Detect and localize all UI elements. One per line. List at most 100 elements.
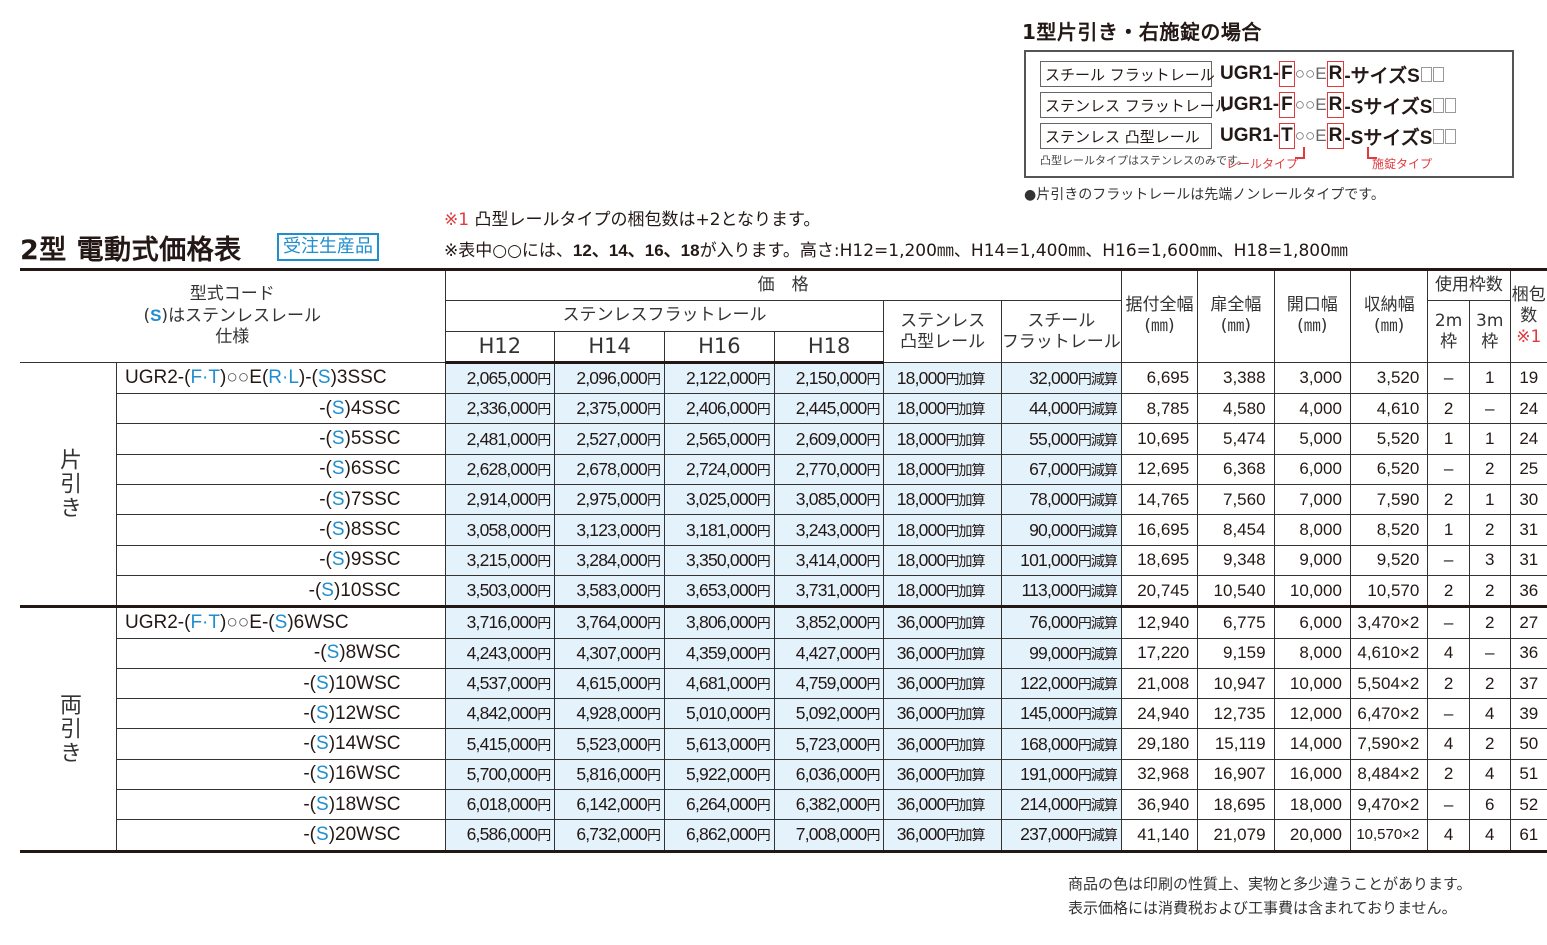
price-value: 5,700,000 — [466, 763, 538, 784]
price-value: 18,000 — [896, 519, 947, 540]
example-code: UGR1- F ○○E R -SサイズS — [1220, 92, 1457, 119]
yen-unit: 円 — [866, 462, 880, 479]
header-text: フラットレール — [1001, 331, 1121, 352]
install-width: 24,940 — [1120, 698, 1199, 730]
storage-width: 9,520 — [1349, 544, 1429, 576]
price-steel-sub: 101,000円減算 — [1000, 544, 1122, 576]
price-h18: 2,609,000円 — [773, 423, 885, 455]
model-cell: -(S)5SSC — [116, 423, 446, 455]
yen-unit: 円 — [866, 798, 880, 815]
header-h18: H18 — [773, 330, 885, 364]
price-value: 6,018,000 — [466, 794, 538, 815]
group-label: 両引き — [20, 606, 117, 853]
header-text: 梱包 — [1511, 284, 1546, 305]
price-h18: 5,723,000円 — [773, 728, 885, 760]
yen-unit: 円 — [756, 798, 771, 815]
price-steel-sub: 55,000円減算 — [1000, 423, 1122, 455]
storage-width: 9,470×2 — [1349, 789, 1429, 821]
header-steel-flat: スチール フラットレール — [1000, 300, 1122, 363]
pack-count: 61 — [1509, 819, 1547, 853]
header-stainless-convex: ステンレス 凸型レール — [883, 300, 1002, 363]
price-value: 191,000 — [1020, 763, 1078, 784]
price-value: 3,058,000 — [466, 519, 538, 540]
price-h14: 5,523,000円 — [554, 728, 665, 760]
placeholder-box-icon — [1433, 128, 1445, 144]
example-row: スチール フラットレール UGR1- F ○○E R -サイズS — [1040, 60, 1444, 88]
price-h16: 6,264,000円 — [663, 789, 775, 821]
price-convex-add: 18,000円加算 — [883, 453, 1002, 486]
header-install-width: 据付全幅 (㎜) — [1120, 268, 1199, 363]
code-mid: ○○E — [1294, 95, 1327, 114]
price-value: 4,759,000 — [795, 673, 867, 693]
sub-unit: 円減算 — [1077, 828, 1118, 845]
placeholder-box-icon — [1445, 97, 1457, 113]
frames-3m: – — [1468, 637, 1511, 669]
price-h12: 2,336,000円 — [444, 393, 556, 425]
stainless-mark: S — [274, 611, 288, 633]
model-code: 12WSC — [335, 702, 401, 724]
header-text: 凸型レール — [900, 331, 986, 352]
price-value: 18,000 — [896, 458, 947, 479]
header-unit: (㎜) — [1144, 316, 1175, 337]
yen-unit: 円 — [756, 553, 771, 570]
yen-unit: 円 — [646, 493, 661, 510]
price-value: 3,653,000 — [686, 580, 757, 601]
code-suffix: -SサイズS — [1344, 96, 1433, 118]
yen-unit: 円 — [866, 707, 880, 724]
price-h16: 2,406,000円 — [663, 393, 775, 425]
price-value: 5,523,000 — [576, 733, 647, 754]
model-code: 18WSC — [335, 793, 401, 815]
price-h18: 2,770,000円 — [773, 453, 885, 486]
price-value: 5,092,000 — [795, 703, 867, 724]
yen-unit: 円 — [646, 616, 661, 633]
door-width: 6,775 — [1197, 606, 1275, 639]
model-code: 3SSC — [336, 367, 387, 389]
header-text: 2m — [1434, 310, 1463, 331]
footer-note-tax: 表示価格には消費税および工事費は含まれておりません。 — [1068, 899, 1457, 917]
rail-type-code: F — [1279, 61, 1295, 87]
price-h16: 4,359,000円 — [663, 637, 775, 669]
sub-unit: 円減算 — [1077, 432, 1118, 449]
code-prefix: UGR1- — [1220, 94, 1280, 115]
opening-width: 18,000 — [1273, 789, 1351, 821]
price-h14: 3,284,000円 — [554, 544, 665, 576]
header-text: 仕様 — [215, 327, 250, 348]
yen-unit: 円 — [537, 707, 551, 724]
price-h18: 3,852,000円 — [773, 606, 885, 639]
table-row: -(S)12WSC 4,842,000円 4,928,000円 5,010,000円 5… — [20, 698, 1547, 730]
install-width: 20,745 — [1120, 574, 1199, 609]
sub-unit: 円減算 — [1077, 767, 1118, 784]
door-width: 10,540 — [1197, 574, 1275, 609]
price-h12: 2,065,000円 — [444, 361, 556, 395]
yen-unit: 円 — [866, 584, 880, 601]
sub-unit: 円減算 — [1077, 371, 1118, 388]
table-row: -(S)5SSC 2,481,000円 2,527,000円 2,565,000円 2,… — [20, 423, 1547, 455]
yen-unit: 円 — [646, 462, 661, 479]
opening-width: 3,000 — [1273, 361, 1351, 395]
yen-unit: 円 — [646, 737, 661, 754]
price-value: 18,000 — [896, 489, 947, 510]
price-value: 3,350,000 — [686, 549, 757, 570]
price-h16: 5,922,000円 — [663, 758, 775, 791]
price-steel-sub: 90,000円減算 — [1000, 514, 1122, 546]
yen-unit: 円 — [646, 432, 661, 449]
price-h16: 3,350,000円 — [663, 544, 775, 576]
storage-width: 3,520 — [1349, 361, 1429, 395]
lock-type-connector — [1367, 147, 1369, 159]
frames-3m: 2 — [1468, 453, 1511, 486]
price-h12: 3,503,000円 — [444, 574, 556, 609]
frames-2m: – — [1427, 789, 1470, 821]
pack-count: 36 — [1509, 637, 1547, 669]
model-code: 6WSC — [293, 611, 349, 633]
sub-unit: 円減算 — [1077, 677, 1118, 693]
storage-width: 4,610×2 — [1349, 637, 1429, 669]
made-to-order-badge: 受注生産品 — [277, 233, 379, 261]
price-value: 2,445,000 — [795, 398, 867, 419]
lock-type-label: 施錠タイプ — [1372, 157, 1433, 171]
price-value: 3,414,000 — [795, 549, 867, 570]
note-text: ※表中○○には、 — [444, 241, 573, 261]
price-value: 2,770,000 — [795, 458, 867, 479]
price-value: 2,628,000 — [466, 458, 538, 479]
price-value: 7,008,000 — [795, 824, 867, 845]
price-h18: 6,382,000円 — [773, 789, 885, 821]
